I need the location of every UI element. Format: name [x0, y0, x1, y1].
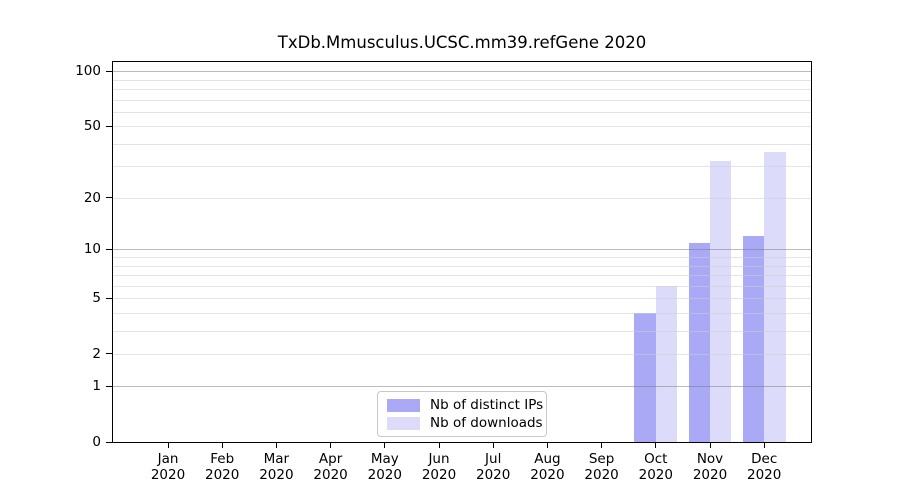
gridline-minor-30 [113, 166, 811, 168]
x-tick-label-month: Feb [210, 451, 235, 467]
y-tick-label-10: 10 [83, 241, 101, 258]
x-tick-label-month: Oct [644, 451, 668, 467]
x-tick-label-jun-2020: Jun 2020 [399, 451, 479, 483]
y-tick-label-100: 100 [75, 63, 101, 80]
x-tick-jan-2020 [167, 443, 169, 448]
x-tick-label-mar-2020: Mar 2020 [236, 451, 316, 483]
x-tick-label-year: 2020 [530, 467, 565, 483]
gridline-minor-6 [113, 285, 811, 287]
gridline-minor-9 [113, 257, 811, 259]
legend-swatch-distinct-ips [387, 398, 420, 412]
x-tick-jun-2020 [438, 443, 440, 448]
x-tick-nov-2020 [709, 443, 711, 448]
x-tick-label-month: Jul [485, 451, 502, 467]
x-tick-label-year: 2020 [313, 467, 348, 483]
gridline-minor-7 [113, 275, 811, 277]
x-tick-label-sep-2020: Sep 2020 [562, 451, 642, 483]
x-tick-label-oct-2020: Oct 2020 [616, 451, 696, 483]
y-tick-5 [106, 297, 112, 299]
x-tick-label-year: 2020 [150, 467, 186, 483]
legend-swatch-downloads [387, 416, 420, 430]
x-tick-label-month: Mar [263, 451, 290, 467]
chart-title: TxDb.Mmusculus.UCSC.mm39.refGene 2020 [277, 33, 647, 52]
x-tick-label-year: 2020 [421, 467, 457, 483]
y-tick-100 [106, 70, 112, 72]
x-tick-label-year: 2020 [205, 467, 240, 483]
x-tick-label-year: 2020 [367, 467, 402, 483]
y-tick-label-5: 5 [92, 290, 101, 307]
x-tick-label-aug-2020: Aug 2020 [507, 451, 587, 483]
gridline-minor-70 [113, 99, 811, 101]
y-tick-2 [106, 353, 112, 355]
bar-nb-of-downloads-nov-2020 [710, 161, 732, 442]
x-tick-label-year: 2020 [259, 467, 294, 483]
x-tick-label-month: Dec [751, 451, 778, 467]
gridline-minor-40 [113, 143, 811, 145]
gridline-minor-20 [113, 197, 811, 199]
x-tick-label-month: Aug [534, 451, 561, 467]
x-tick-label-jan-2020: Jan 2020 [128, 451, 208, 483]
x-tick-label-month: May [370, 451, 399, 467]
x-tick-label-jul-2020: Jul 2020 [453, 451, 533, 483]
x-tick-label-month: Sep [588, 451, 615, 467]
x-tick-label-month: Nov [696, 451, 724, 467]
gridline-major-1 [113, 386, 811, 388]
y-tick-label-50: 50 [83, 118, 101, 135]
gridline-minor-3 [113, 330, 811, 332]
legend-label-distinct-ips: Nb of distinct IPs [430, 397, 544, 413]
gridline-minor-4 [113, 312, 811, 314]
x-tick-label-year: 2020 [476, 467, 511, 483]
gridline-minor-60 [113, 111, 811, 113]
x-tick-label-dec-2020: Dec 2020 [724, 451, 804, 483]
x-tick-dec-2020 [763, 443, 765, 448]
y-tick-1 [106, 385, 112, 387]
gridline-minor-80 [113, 89, 811, 91]
plot-area: 0 1 2 5 10 20 50 100 Jan 2020 Feb 2020 Mar 2020 Apr 202… [75, 61, 812, 483]
x-tick-jul-2020 [492, 443, 494, 448]
gridline-major-10 [113, 249, 811, 251]
x-tick-label-year: 2020 [747, 467, 782, 483]
gridline-minor-50 [113, 126, 811, 128]
legend-item-downloads: Nb of downloads [387, 414, 543, 432]
y-tick-10 [106, 248, 112, 250]
x-tick-label-nov-2020: Nov 2020 [670, 451, 750, 483]
x-tick-sep-2020 [601, 443, 603, 448]
gridline-minor-5 [113, 298, 811, 300]
x-tick-label-year: 2020 [692, 467, 728, 483]
gridline-minor-2 [113, 353, 811, 355]
x-tick-apr-2020 [330, 443, 332, 448]
x-tick-aug-2020 [546, 443, 548, 448]
x-tick-label-year: 2020 [584, 467, 619, 483]
legend-item-distinct-ips: Nb of distinct IPs [387, 396, 543, 414]
x-tick-label-apr-2020: Apr 2020 [291, 451, 371, 483]
bar-nb-of-downloads-oct-2020 [655, 285, 678, 442]
x-tick-label-feb-2020: Feb 2020 [182, 451, 262, 483]
legend-label-downloads: Nb of downloads [430, 415, 543, 431]
x-tick-label-month: Apr [318, 451, 343, 467]
x-tick-may-2020 [384, 443, 386, 448]
bar-nb-of-distinct-ips-dec-2020 [742, 236, 765, 442]
x-tick-label-year: 2020 [638, 467, 673, 483]
y-tick-20 [106, 197, 112, 199]
y-tick-50 [106, 125, 112, 127]
x-tick-label-month: Jan [157, 451, 179, 467]
y-tick-label-2: 2 [92, 345, 101, 362]
legend: Nb of distinct IPs Nb of downloads [377, 391, 547, 437]
x-tick-oct-2020 [655, 443, 657, 448]
bar-nb-of-downloads-dec-2020 [764, 152, 786, 442]
gridline-minor-8 [113, 265, 811, 267]
y-tick-label-1: 1 [92, 378, 101, 395]
bar-nb-of-distinct-ips-nov-2020 [688, 242, 710, 442]
gridline-minor-90 [113, 79, 811, 81]
y-tick-label-0: 0 [92, 434, 101, 450]
x-tick-label-month: Jun [428, 451, 450, 467]
x-tick-feb-2020 [221, 443, 223, 448]
bar-nb-of-distinct-ips-oct-2020 [634, 312, 656, 442]
gridline-major-100 [113, 71, 811, 73]
x-tick-mar-2020 [275, 443, 277, 448]
y-tick-0 [106, 441, 112, 443]
x-tick-label-may-2020: May 2020 [345, 451, 425, 483]
y-tick-label-20: 20 [83, 189, 101, 206]
